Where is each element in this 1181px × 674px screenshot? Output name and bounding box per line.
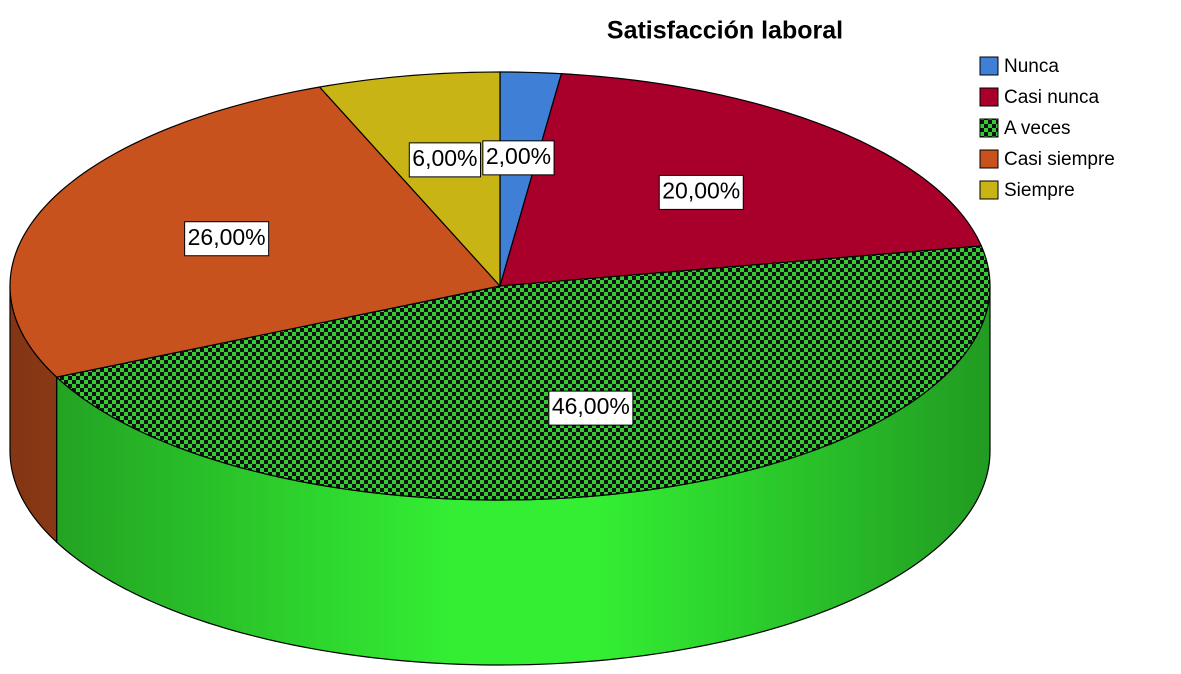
legend-label: Siempre bbox=[1004, 180, 1075, 201]
legend-swatch bbox=[979, 180, 999, 200]
data-label-box bbox=[658, 174, 744, 210]
legend-label: Casi nunca bbox=[1004, 87, 1099, 108]
data-label-box bbox=[482, 140, 555, 176]
legend-swatch bbox=[979, 87, 999, 107]
data-label-box bbox=[548, 390, 634, 426]
slice bbox=[318, 71, 501, 288]
legend-swatch bbox=[979, 118, 999, 138]
legend-label: Casi siempre bbox=[1004, 149, 1115, 170]
legend-swatch bbox=[979, 149, 999, 169]
data-label: 20,00% bbox=[662, 177, 740, 203]
chart-title: Satisfacción laboral bbox=[607, 17, 843, 45]
legend-label: A veces bbox=[1004, 118, 1071, 139]
data-label-box bbox=[408, 142, 482, 178]
data-label: 26,00% bbox=[188, 224, 266, 250]
data-label: 2,00% bbox=[486, 143, 551, 169]
data-label: 6,00% bbox=[412, 145, 477, 171]
data-label: 46,00% bbox=[552, 393, 630, 419]
data-label-box bbox=[184, 221, 270, 257]
legend-swatch bbox=[979, 56, 999, 76]
slice-side-shade bbox=[56, 286, 990, 665]
legend-label: Nunca bbox=[1004, 56, 1059, 77]
slice bbox=[55, 245, 991, 501]
slice-side-shade bbox=[10, 286, 57, 543]
